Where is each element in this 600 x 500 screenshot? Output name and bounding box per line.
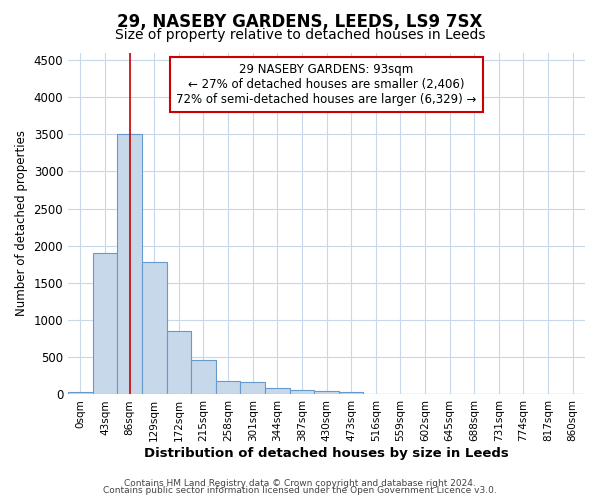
Text: Contains HM Land Registry data © Crown copyright and database right 2024.: Contains HM Land Registry data © Crown c… — [124, 478, 476, 488]
Bar — [265, 388, 290, 394]
Bar — [216, 382, 241, 394]
Bar — [117, 134, 142, 394]
Text: 29, NASEBY GARDENS, LEEDS, LS9 7SX: 29, NASEBY GARDENS, LEEDS, LS9 7SX — [118, 12, 482, 30]
Bar — [314, 392, 339, 394]
Bar — [68, 392, 92, 394]
Text: 29 NASEBY GARDENS: 93sqm
← 27% of detached houses are smaller (2,406)
72% of sem: 29 NASEBY GARDENS: 93sqm ← 27% of detach… — [176, 63, 477, 106]
Y-axis label: Number of detached properties: Number of detached properties — [15, 130, 28, 316]
Bar — [191, 360, 216, 394]
Bar — [339, 392, 364, 394]
Bar — [290, 390, 314, 394]
X-axis label: Distribution of detached houses by size in Leeds: Distribution of detached houses by size … — [144, 447, 509, 460]
Bar — [241, 382, 265, 394]
Text: Size of property relative to detached houses in Leeds: Size of property relative to detached ho… — [115, 28, 485, 42]
Bar — [167, 330, 191, 394]
Text: Contains public sector information licensed under the Open Government Licence v3: Contains public sector information licen… — [103, 486, 497, 495]
Bar — [142, 262, 167, 394]
Bar — [92, 253, 117, 394]
